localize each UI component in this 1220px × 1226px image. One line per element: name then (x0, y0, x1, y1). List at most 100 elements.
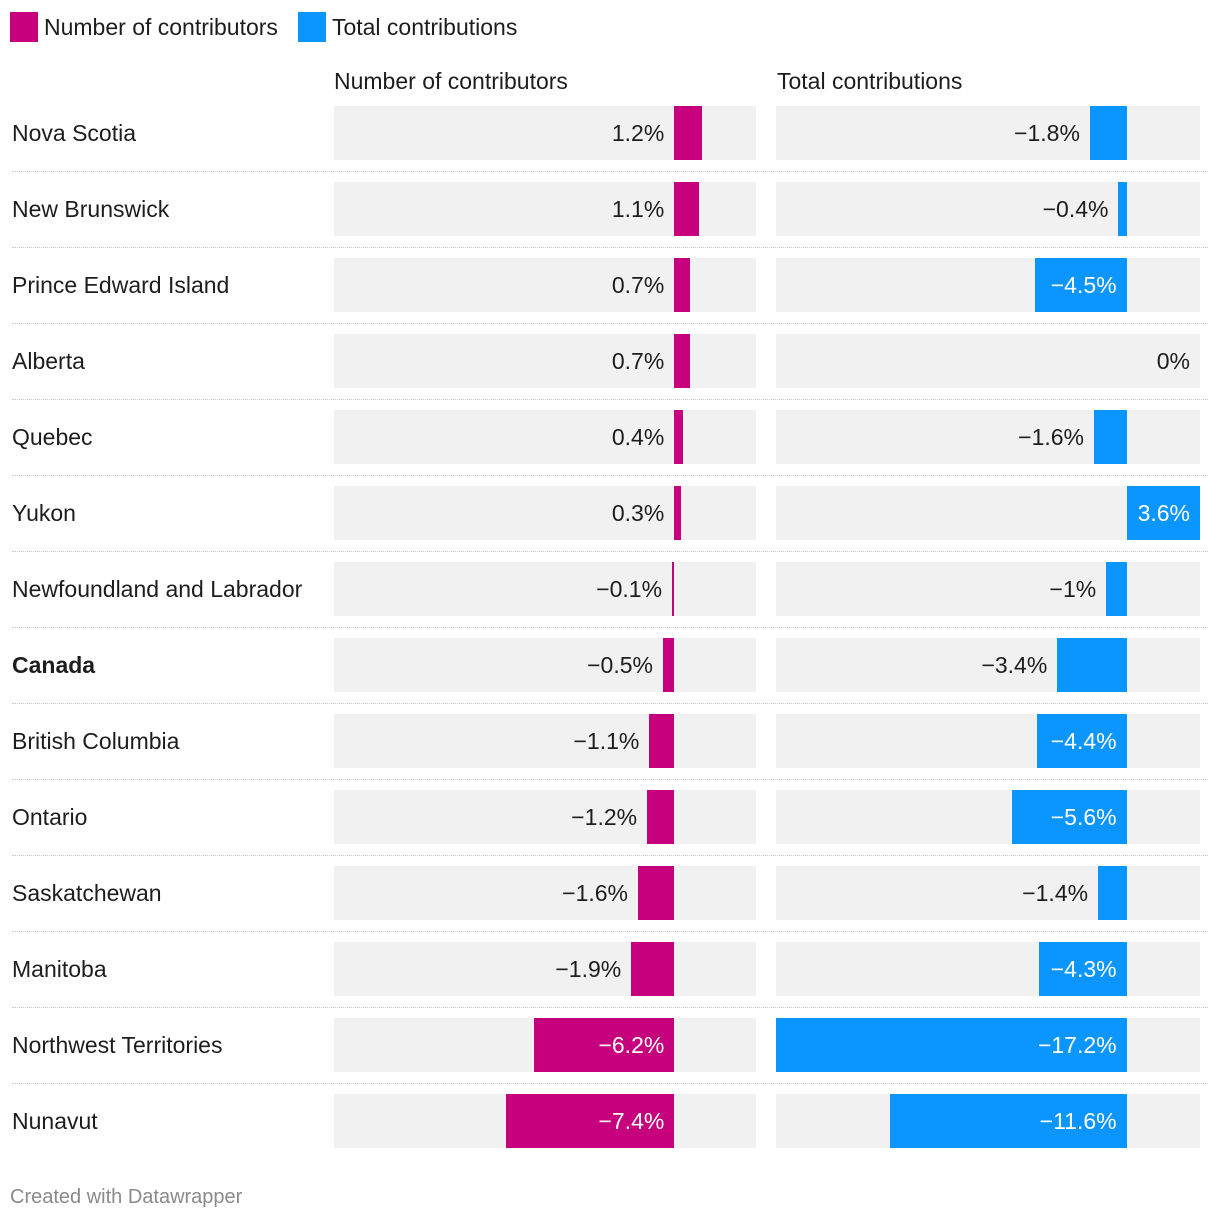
bar (1094, 410, 1127, 464)
row-label: Prince Edward Island (12, 272, 230, 298)
bar (662, 638, 675, 692)
data-label: −4.4% (1050, 728, 1117, 754)
data-label: −1% (1049, 576, 1097, 602)
row-label: Ontario (12, 804, 88, 830)
bar-track (776, 410, 1200, 464)
row-label: Quebec (12, 424, 93, 450)
bar (674, 334, 691, 388)
table-row: Nunavut −7.4% −11.6% (0, 1094, 1220, 1170)
bar-track (776, 714, 1200, 768)
data-label: −6.2% (598, 1032, 665, 1058)
data-label: −0.4% (1042, 196, 1109, 222)
row-label: Alberta (12, 348, 85, 374)
bar-track (776, 790, 1200, 844)
bar (1098, 866, 1127, 920)
table-row: Newfoundland and Labrador −0.1% −1% (0, 562, 1220, 638)
data-label: 0% (1156, 348, 1190, 374)
row-label: Saskatchewan (12, 880, 162, 906)
bar (776, 1018, 1127, 1072)
row-label: New Brunswick (12, 196, 170, 222)
bar (890, 1094, 1127, 1148)
bar (533, 1018, 675, 1072)
legend-swatch (10, 12, 38, 42)
row-divider (12, 931, 1208, 932)
data-label: 0.4% (611, 424, 665, 450)
table-row: Prince Edward Island 0.7% −4.5% (0, 258, 1220, 334)
bar (1036, 714, 1127, 768)
bar-track (776, 638, 1200, 692)
row-divider (12, 1007, 1208, 1008)
row-divider (12, 171, 1208, 172)
table-row: Northwest Territories −6.2% −17.2% (0, 1018, 1220, 1094)
bar (674, 182, 700, 236)
data-label: −1.6% (562, 880, 629, 906)
legend-item: Number of contributors (10, 12, 278, 42)
bar-track (334, 714, 756, 768)
bar (1057, 638, 1127, 692)
bar-track (334, 942, 756, 996)
row-label: Nova Scotia (12, 120, 137, 146)
data-label: 1.2% (611, 120, 665, 146)
row-label: British Columbia (12, 728, 180, 754)
bar (638, 866, 675, 920)
bar (647, 790, 675, 844)
bar-track (334, 334, 756, 388)
table-row: Nova Scotia 1.2% −1.8% (0, 106, 1220, 182)
table-row: Quebec 0.4% −1.6% (0, 410, 1220, 486)
row-divider (12, 855, 1208, 856)
row-divider (12, 475, 1208, 476)
bar (1118, 182, 1127, 236)
bar-track (334, 562, 756, 616)
row-divider (12, 399, 1208, 400)
bar (674, 410, 684, 464)
bar-track (776, 562, 1200, 616)
row-divider (12, 1083, 1208, 1084)
data-label: −11.6% (1039, 1108, 1117, 1134)
bar-track (334, 486, 756, 540)
bar-track (334, 410, 756, 464)
data-label: −1.9% (555, 956, 622, 982)
legend: Number of contributors Total contribution… (10, 12, 537, 42)
data-label: −1.4% (1022, 880, 1089, 906)
bar (1012, 790, 1127, 844)
data-label: 0.7% (611, 272, 665, 298)
bar (1126, 486, 1200, 540)
row-label: Newfoundland and Labrador (12, 576, 303, 602)
row-label: Nunavut (12, 1108, 98, 1134)
bar-track (776, 258, 1200, 312)
data-label: 1.1% (611, 196, 665, 222)
row-label: Manitoba (12, 956, 107, 982)
row-divider (12, 323, 1208, 324)
data-label: −1.8% (1014, 120, 1080, 146)
data-label: −0.5% (587, 652, 653, 678)
legend-swatch (297, 12, 326, 42)
column-header-contributions: Total contributions (777, 68, 963, 94)
data-label: 0.7% (611, 348, 665, 374)
bar (649, 714, 675, 768)
data-label: −4.5% (1050, 272, 1117, 298)
bar-track (776, 866, 1200, 920)
row-label: Canada (12, 652, 96, 678)
data-label: −0.1% (596, 576, 663, 602)
data-label: 0.3% (611, 500, 665, 526)
bar-track (334, 638, 756, 692)
bar (1089, 106, 1127, 160)
row-divider (12, 627, 1208, 628)
bar-track (334, 258, 756, 312)
row-divider (12, 779, 1208, 780)
data-label: −1.1% (573, 728, 640, 754)
legend-label: Total contributions (331, 13, 518, 40)
legend-item: Total contributions (297, 12, 518, 42)
footer-credit: Created with Datawrapper (10, 1186, 243, 1208)
bar-track (776, 182, 1200, 236)
table-row: British Columbia −1.1% −4.4% (0, 714, 1220, 790)
bar-track (776, 106, 1200, 160)
data-label: −4.3% (1050, 956, 1117, 982)
bar (672, 562, 675, 616)
data-label: −1.6% (1018, 424, 1084, 450)
bar (631, 942, 675, 996)
data-label: −7.4% (598, 1108, 665, 1134)
bar-track (334, 866, 756, 920)
bar (1038, 942, 1127, 996)
table-row: Manitoba −1.9% −4.3% (0, 942, 1220, 1018)
